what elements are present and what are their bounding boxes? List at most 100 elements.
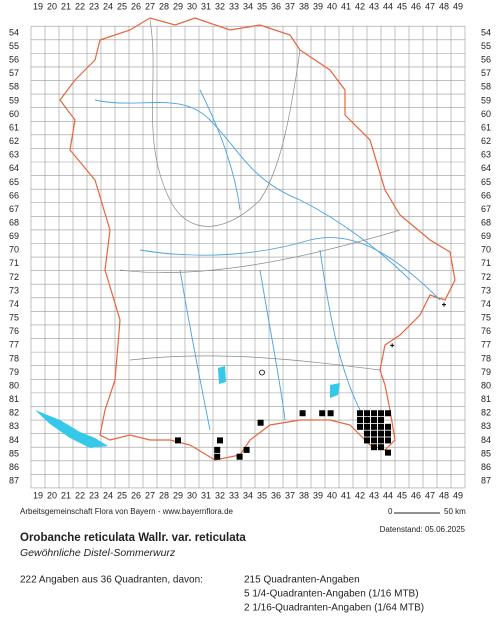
credit: Arbeitsgemeinschaft Flora von Bayern - w…: [20, 507, 234, 516]
row-label: 72: [481, 272, 491, 282]
col-label: 45: [397, 490, 407, 500]
col-label: 48: [439, 1, 449, 11]
row-label: 85: [9, 448, 19, 458]
row-label: 58: [481, 82, 491, 92]
occurrence: [357, 410, 363, 417]
open-record: [259, 369, 265, 376]
row-label: 80: [481, 380, 491, 390]
col-label: 29: [173, 490, 183, 500]
occurrence: [385, 430, 391, 437]
col-label: 23: [89, 490, 99, 500]
occurrence: [378, 423, 384, 430]
col-label: 28: [159, 1, 169, 11]
row-label: 59: [481, 95, 491, 105]
occurrence: [378, 417, 384, 424]
row-label: 84: [481, 435, 491, 445]
col-label: 48: [439, 490, 449, 500]
count: 215 Quadranten-Angaben: [244, 575, 360, 586]
row-label: 60: [481, 109, 491, 119]
col-label: 23: [89, 1, 99, 11]
occurrence: [236, 453, 243, 460]
col-label: 34: [243, 490, 253, 500]
col-label: 36: [271, 490, 281, 500]
row-label: 82: [481, 408, 491, 418]
occurrence: [299, 410, 306, 417]
occurrence: [378, 430, 384, 437]
row-label: 57: [9, 68, 19, 78]
row-label: 54: [481, 27, 491, 37]
col-label: 20: [47, 1, 57, 11]
col-label: 42: [355, 1, 365, 11]
row-label: 72: [9, 272, 19, 282]
row-label: 61: [9, 122, 19, 132]
col-label: 45: [397, 1, 407, 11]
col-label: 42: [355, 490, 365, 500]
row-label: 76: [481, 326, 491, 336]
summary: 222 Angaben aus 36 Quadranten, davon:: [20, 575, 203, 586]
row-label: 81: [9, 394, 19, 404]
occurrence: [217, 437, 223, 444]
row-label: 58: [9, 82, 19, 92]
row-label: 54: [9, 27, 19, 37]
col-label: 28: [159, 490, 169, 500]
row-label: 56: [481, 55, 491, 65]
occurrence: [385, 423, 391, 430]
occurrence: [371, 410, 377, 417]
row-label: 66: [9, 190, 19, 200]
col-label: 36: [271, 1, 281, 11]
occurrence: [371, 430, 377, 437]
col-label: 38: [299, 490, 309, 500]
row-label: 85: [481, 448, 491, 458]
col-label: 30: [187, 1, 197, 11]
occurrence: [357, 417, 363, 424]
row-label: 65: [481, 177, 491, 187]
row-label: 63: [481, 150, 491, 160]
occurrence: [243, 446, 250, 453]
col-label: 24: [103, 1, 113, 11]
occurrence: [175, 437, 181, 444]
grid: [30, 25, 466, 489]
col-label: 44: [383, 1, 393, 11]
col-label: 27: [145, 490, 155, 500]
row-label: 79: [9, 367, 19, 377]
col-label: 20: [47, 490, 57, 500]
row-label: 73: [481, 285, 491, 295]
row-label: 67: [481, 204, 491, 214]
row-label: 77: [481, 340, 491, 350]
occurrence: [319, 410, 326, 417]
count: 5 1/4-Quadranten-Angaben (1/16 MTB): [244, 589, 419, 600]
occurrence: [371, 437, 377, 444]
occurrence: [364, 423, 370, 430]
row-label: 61: [481, 122, 491, 132]
occurrence: [364, 417, 370, 424]
col-label: 32: [215, 1, 225, 11]
row-label: 73: [9, 285, 19, 295]
occurrence: [371, 417, 377, 424]
col-label: 19: [33, 1, 43, 11]
row-label: 70: [9, 245, 19, 255]
row-label: 62: [481, 136, 491, 146]
col-label: 22: [75, 490, 85, 500]
occurrence: [214, 453, 221, 460]
col-label: 37: [285, 1, 295, 11]
lake: [218, 366, 226, 384]
row-label: 59: [9, 95, 19, 105]
row-label: 76: [9, 326, 19, 336]
row-label: 86: [9, 462, 19, 472]
row-label: 55: [9, 41, 19, 51]
row-label: 87: [9, 476, 19, 486]
row-label: 74: [481, 299, 491, 309]
lake-constance: [35, 410, 108, 448]
col-label: 35: [257, 490, 267, 500]
col-label: 33: [229, 1, 239, 11]
row-label: 67: [9, 204, 19, 214]
occurrence: [364, 430, 370, 437]
lake: [330, 383, 340, 398]
row-label: 66: [481, 190, 491, 200]
row-label: 78: [9, 353, 19, 363]
occurrence: [327, 410, 334, 417]
district-borders: [119, 19, 401, 371]
col-label: 24: [103, 490, 113, 500]
col-label: 19: [33, 490, 43, 500]
